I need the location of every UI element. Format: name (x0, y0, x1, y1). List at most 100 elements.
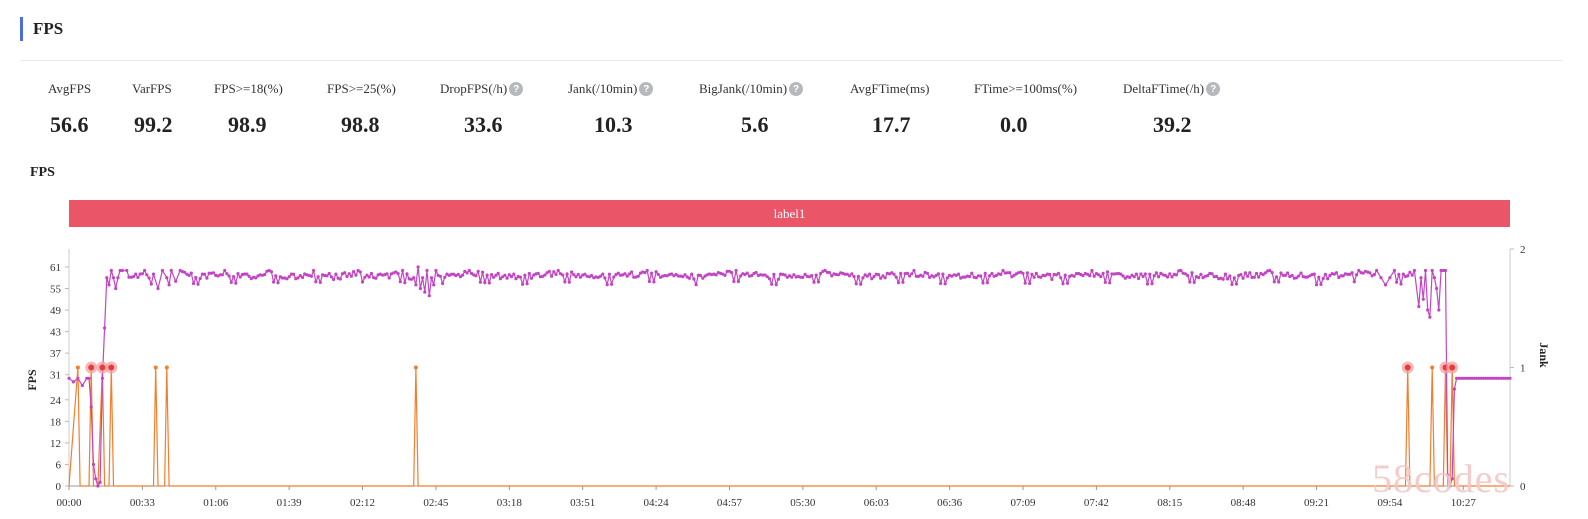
fps-point (1023, 281, 1027, 285)
fps-point (983, 271, 987, 275)
fps-point (739, 274, 743, 278)
fps-point (107, 283, 111, 287)
fps-point (859, 282, 863, 286)
fps-point (492, 275, 496, 279)
fps-point (1341, 274, 1345, 278)
bigjank-marker (1449, 364, 1456, 371)
fps-point (1008, 271, 1012, 275)
fps-point (474, 274, 478, 278)
fps-point (1272, 280, 1276, 284)
metric-label: Jank(/10min)? (568, 80, 654, 98)
fps-point (1065, 281, 1070, 285)
fps-point (1210, 272, 1214, 276)
fps-point (956, 272, 961, 276)
fps-point (427, 294, 431, 298)
fps-point (461, 273, 465, 277)
fps-point (1028, 281, 1032, 286)
fps-point (714, 273, 718, 277)
fps-point (205, 276, 209, 280)
fps-point (896, 281, 901, 285)
fps-point (365, 273, 369, 277)
fps-point (1239, 273, 1243, 277)
help-icon[interactable]: ? (789, 82, 804, 96)
metric-value: 17.7 (872, 112, 911, 137)
fps-point (936, 272, 941, 276)
fps-point (512, 272, 516, 276)
fps-point (438, 274, 442, 278)
bigjank-marker (88, 364, 95, 371)
y-tick-label: 37 (50, 348, 62, 360)
fps-point (1435, 286, 1439, 291)
fps-point (1319, 282, 1323, 286)
fps-point (988, 274, 992, 278)
fps-point (1479, 376, 1483, 380)
y-tick-label: 49 (50, 305, 62, 317)
fps-point (1328, 273, 1332, 278)
fps-point (1277, 280, 1281, 284)
metric-7: AvgFTime(ms) 17.7 (850, 80, 929, 137)
fps-point (1443, 268, 1448, 273)
fps-point (496, 271, 500, 275)
fps-point (732, 279, 736, 284)
fps-point (563, 280, 567, 284)
x-tick-label: 03:18 (497, 497, 523, 509)
fps-point (343, 271, 347, 275)
fps-point (836, 273, 841, 277)
metric-value: 33.6 (464, 112, 503, 137)
fps-point (1254, 271, 1259, 276)
metric-value: 98.9 (228, 112, 267, 137)
fps-point (1430, 268, 1434, 273)
fps-point (425, 268, 429, 273)
fps-point (1157, 275, 1161, 279)
fps-point (550, 274, 554, 278)
fps-point (507, 273, 511, 277)
x-tick-label: 05:30 (790, 497, 816, 509)
fps-point (783, 273, 787, 277)
fps-point (827, 271, 832, 275)
label-band[interactable]: label1 (69, 200, 1510, 227)
fps-point (692, 277, 696, 281)
fps-point (843, 272, 847, 276)
fps-point (1452, 387, 1456, 391)
fps-point (1081, 274, 1085, 278)
fps-point (347, 272, 351, 276)
fps-point (292, 272, 296, 276)
fps-point (861, 276, 865, 280)
fps-point (109, 268, 113, 273)
jank-point (153, 365, 158, 370)
metric-value: 56.6 (50, 112, 89, 137)
fps-point (280, 276, 285, 280)
x-tick-label: 02:45 (423, 497, 449, 509)
metric-label-text: DeltaFTime(/h) (1123, 81, 1205, 96)
help-icon[interactable]: ? (509, 82, 524, 96)
fps-point (1337, 275, 1341, 280)
fps-point (1297, 274, 1301, 278)
help-icon[interactable]: ? (639, 82, 654, 96)
jank-point (75, 365, 80, 370)
fps-point (901, 280, 905, 284)
fps-point (754, 270, 758, 275)
fps-point (441, 281, 445, 286)
fps-point (921, 274, 925, 278)
fps-point (1383, 283, 1388, 287)
help-icon[interactable]: ? (1206, 82, 1221, 96)
fps-point (67, 376, 71, 380)
fps-point (1357, 268, 1361, 273)
fps-point (225, 272, 229, 276)
fps-point (543, 273, 547, 277)
fps-point (745, 271, 749, 275)
fps-point (165, 276, 169, 280)
fps-point (174, 279, 178, 283)
fps-point (1186, 273, 1190, 278)
x-tick-label: 02:12 (350, 497, 375, 509)
fps-point (465, 271, 469, 275)
fps-point (1446, 473, 1450, 477)
fps-point (656, 272, 660, 276)
fps-point (892, 272, 896, 276)
y-tick-label: 24 (50, 395, 62, 407)
fps-point (105, 276, 109, 280)
fps-point (191, 281, 196, 286)
fps-point (449, 272, 454, 276)
fps-point (943, 282, 947, 286)
fps-point (518, 275, 523, 279)
